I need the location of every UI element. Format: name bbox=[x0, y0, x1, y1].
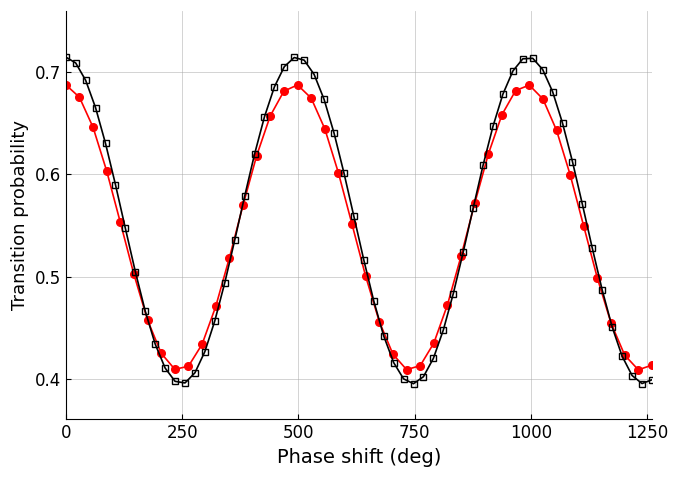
Y-axis label: Transition probability: Transition probability bbox=[11, 120, 29, 310]
X-axis label: Phase shift (deg): Phase shift (deg) bbox=[277, 448, 441, 467]
